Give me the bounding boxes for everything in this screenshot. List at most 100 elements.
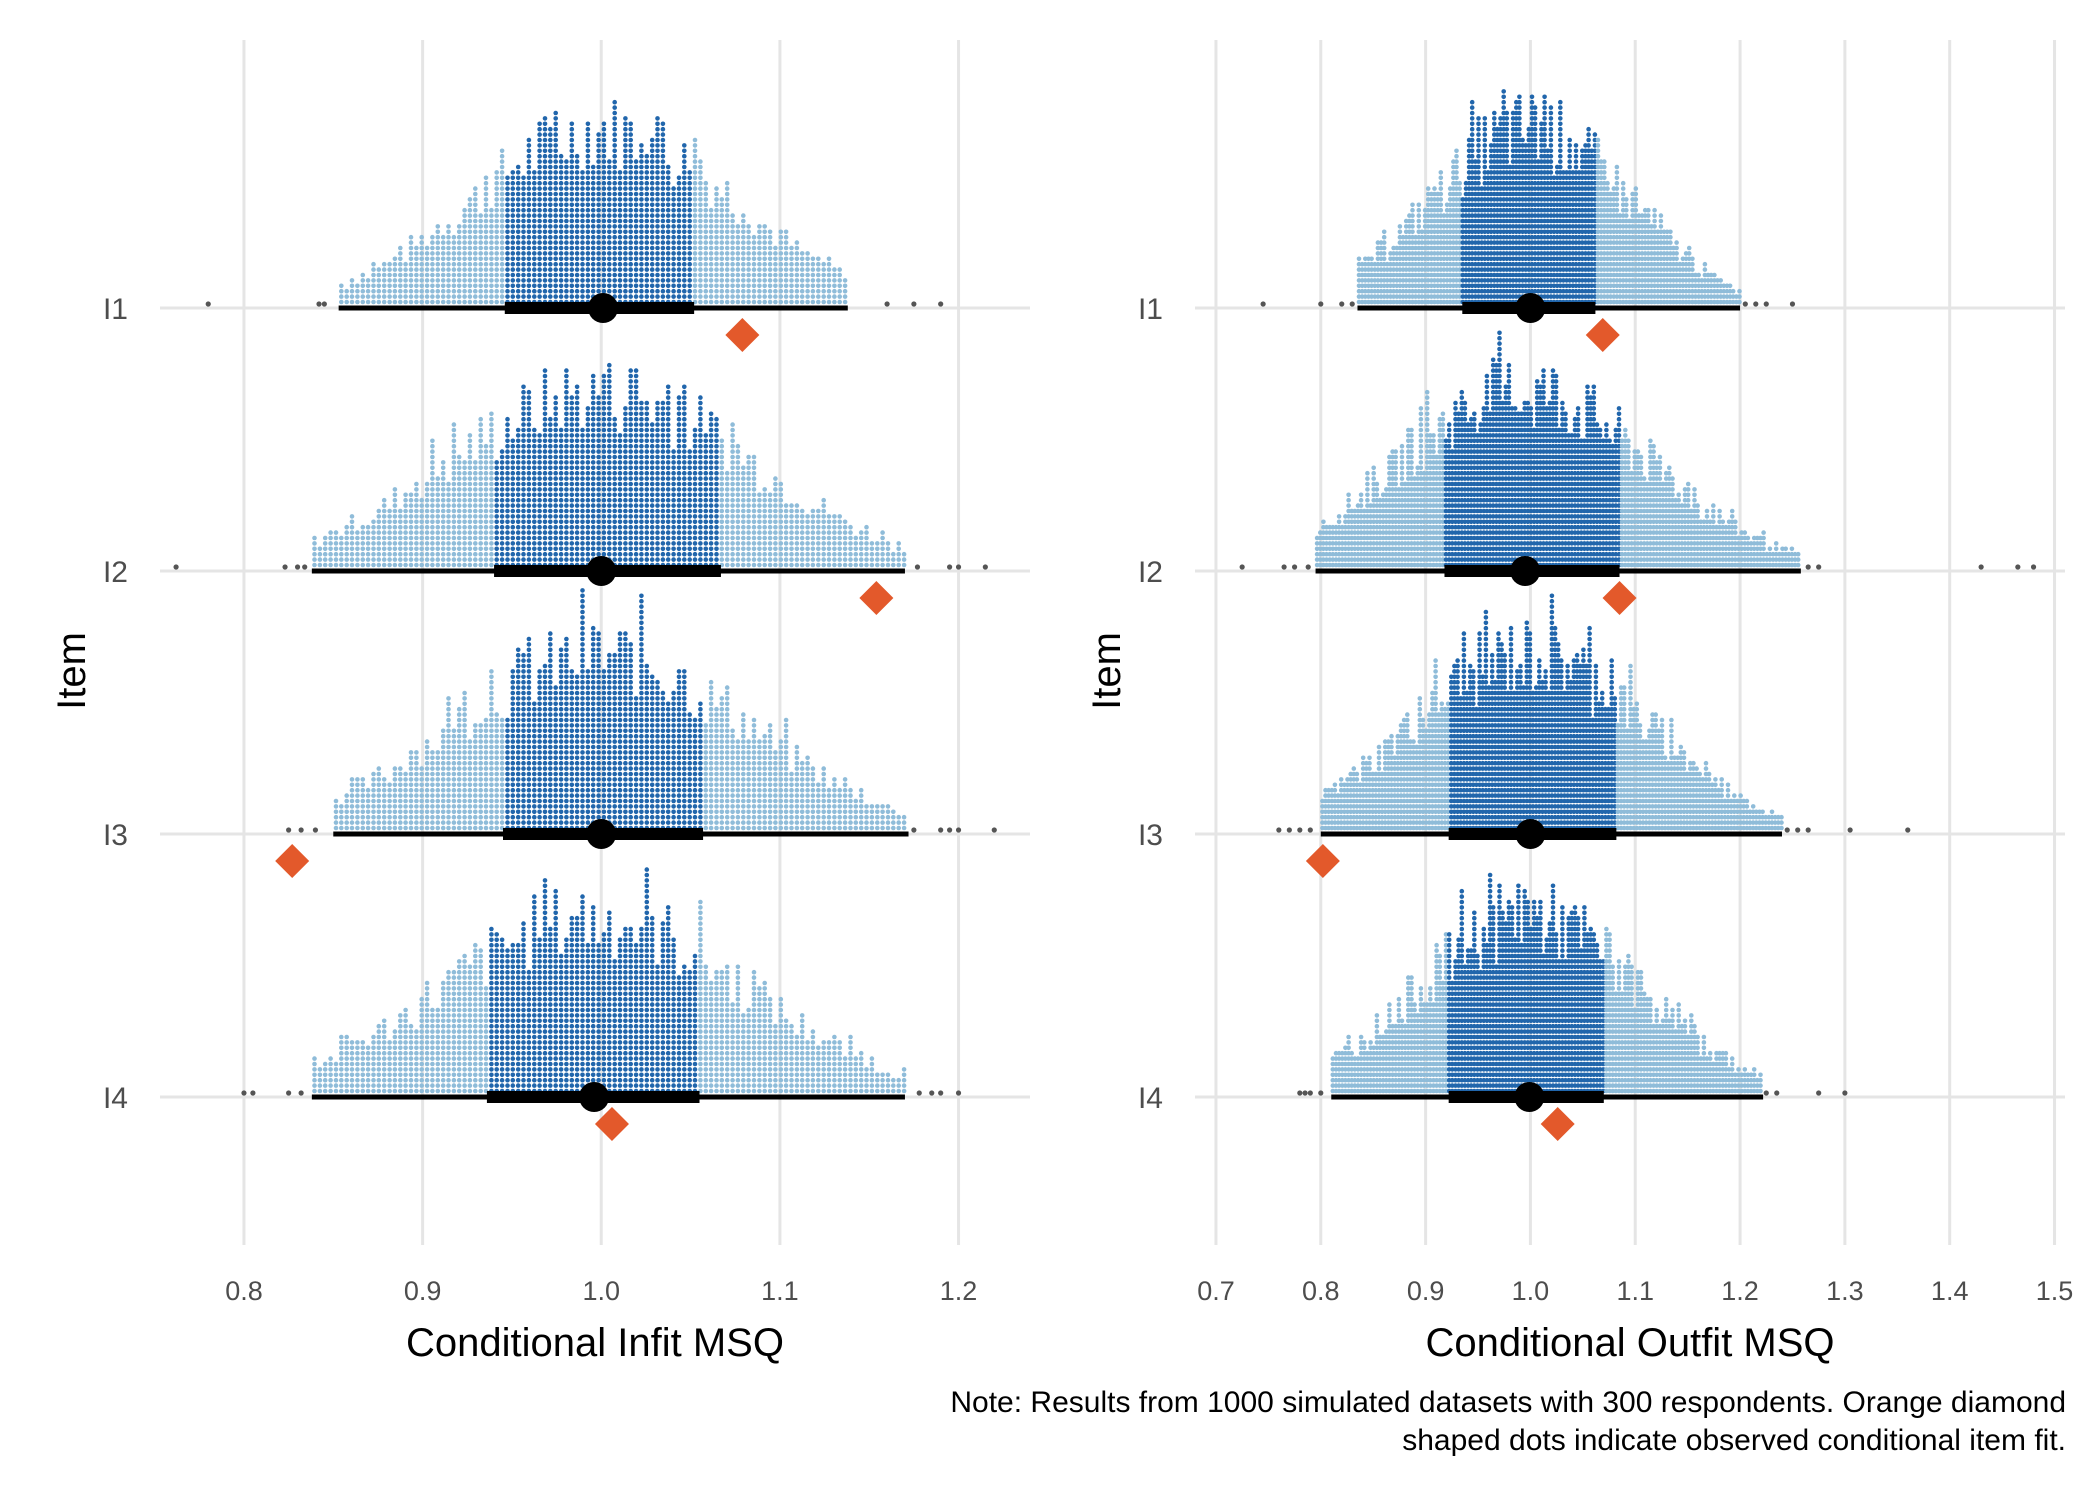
dot-outer — [494, 760, 500, 766]
dot-outer — [885, 557, 891, 562]
dot-outer — [692, 267, 698, 272]
dot-inner — [660, 481, 666, 487]
dot-outer — [478, 733, 484, 739]
dot-outer — [419, 288, 425, 294]
dot-outer — [714, 261, 719, 267]
dot-outer — [317, 562, 323, 568]
dot-outer — [414, 750, 419, 755]
dot-inner — [574, 685, 580, 690]
dot-inner — [574, 814, 580, 820]
dot-outer — [446, 696, 451, 701]
dot-outer — [489, 717, 494, 723]
dot-outer — [446, 224, 451, 229]
dot-inner — [665, 251, 671, 256]
dot-inner — [585, 186, 591, 191]
dot-inner — [708, 422, 714, 427]
dot-outer — [489, 443, 494, 449]
dot-inner — [542, 389, 548, 395]
dot-outer — [467, 771, 473, 777]
dot-inner — [698, 476, 703, 481]
dot-inner — [499, 514, 505, 519]
dot-outer — [783, 535, 789, 541]
dot-inner — [569, 701, 575, 707]
dot-inner — [558, 427, 564, 433]
dot-inner — [574, 546, 580, 552]
dot-inner — [617, 551, 623, 557]
dot-inner — [617, 240, 623, 245]
dot-inner — [644, 283, 650, 289]
dot-outer — [746, 546, 751, 552]
dot-outer — [371, 804, 376, 809]
dot-inner — [644, 476, 650, 481]
dot-outer — [864, 535, 869, 541]
dot-inner — [612, 229, 617, 235]
dot-inner — [515, 267, 521, 272]
dot-outer — [398, 514, 403, 519]
dot-inner — [639, 487, 644, 492]
dot-outer — [360, 299, 366, 305]
dot-outer — [473, 261, 478, 267]
dot-inner — [569, 245, 575, 251]
dot-inner — [633, 373, 639, 379]
dot-outlier — [294, 564, 301, 570]
dot-inner — [682, 433, 687, 438]
dot-outer — [719, 546, 725, 552]
dot-inner — [676, 530, 682, 535]
dot-inner — [644, 454, 650, 460]
dot-outer — [430, 809, 435, 815]
dot-inner — [569, 207, 575, 213]
dot-inner — [633, 164, 639, 170]
dot-inner — [569, 514, 575, 519]
dot-inner — [682, 470, 687, 476]
dot-inner — [644, 272, 650, 278]
dot-outer — [365, 793, 371, 798]
dot-outer — [778, 541, 784, 546]
dot-inner — [580, 240, 585, 245]
dot-inner — [714, 497, 719, 503]
dot-inner — [655, 159, 660, 164]
dot-outer — [762, 288, 767, 294]
dot-outer — [757, 288, 762, 294]
dot-outer — [365, 541, 371, 546]
dot-inner — [585, 514, 591, 519]
dot-outer — [473, 508, 478, 514]
dot-inner — [601, 121, 607, 127]
dot-outer — [419, 809, 425, 815]
dot-inner — [526, 814, 532, 820]
dot-outer — [355, 294, 360, 299]
dot-outer — [462, 535, 467, 541]
dot-outer — [435, 798, 441, 804]
dot-outer — [376, 524, 382, 530]
dot-outer — [741, 470, 746, 476]
dot-outer — [826, 546, 832, 552]
dot-outer — [773, 261, 778, 267]
dot-outer — [778, 256, 784, 262]
dot-inner — [590, 400, 596, 406]
dot-inner — [585, 234, 591, 240]
dot-inner — [537, 739, 542, 744]
dot-inner — [548, 288, 553, 294]
dot-inner — [639, 465, 644, 471]
dot-outer — [451, 777, 457, 782]
dot-inner — [542, 294, 548, 299]
dot-inner — [558, 787, 564, 793]
dot-inner — [628, 454, 633, 460]
dot-inner — [676, 406, 682, 411]
dot-inner — [585, 288, 591, 294]
dot-inner — [665, 175, 671, 181]
dot-outer — [376, 562, 382, 568]
dot-inner — [607, 546, 612, 552]
dot-outer — [875, 557, 880, 562]
dot-inner — [521, 272, 526, 278]
dot-inner — [505, 443, 510, 449]
dot-inner — [682, 186, 687, 191]
dot-inner — [671, 492, 676, 498]
dot-outer — [499, 278, 505, 283]
dot-inner — [515, 278, 521, 283]
dot-inner — [585, 180, 591, 186]
dot-inner — [655, 283, 660, 289]
dot-outer — [692, 197, 698, 202]
dot-inner — [660, 524, 666, 530]
dot-outer — [430, 438, 435, 444]
dot-inner — [623, 213, 628, 218]
